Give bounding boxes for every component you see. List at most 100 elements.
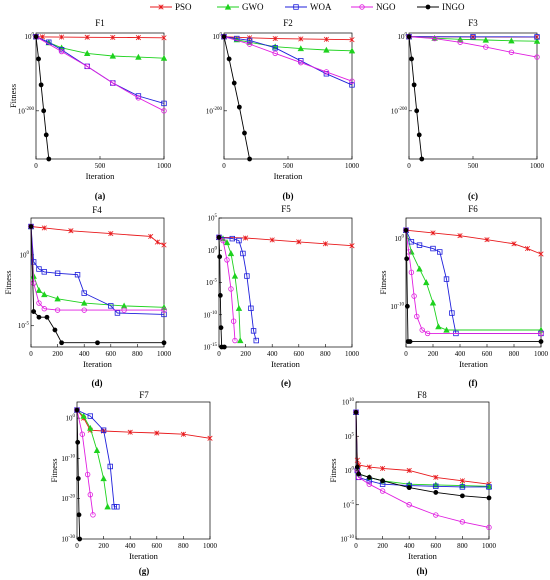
y-tick-label: 10-30 (61, 535, 75, 544)
series-line-ingo (223, 36, 251, 160)
x-tick-label: 1000 (345, 162, 360, 170)
data-point-pso (84, 34, 90, 40)
series-line-ngo (30, 226, 164, 311)
data-point-woa (250, 328, 257, 334)
data-point-ngo (349, 78, 355, 84)
data-point-woa (54, 270, 61, 276)
y-tick-label: 105 (208, 214, 218, 223)
data-point-gwo (80, 299, 88, 306)
data-point-ngo (84, 471, 91, 478)
series-line-woa (30, 226, 165, 315)
data-point-ingo (236, 104, 242, 110)
y-axis-label: Fitness (328, 458, 338, 482)
data-point-woa (443, 276, 450, 282)
series-line-ngo (35, 36, 165, 112)
data-point-gwo (408, 248, 415, 255)
data-point-ingo (404, 303, 410, 309)
data-point-pso (484, 237, 490, 243)
data-point-pso (269, 237, 275, 243)
legend-swatch (417, 4, 439, 10)
data-point-pso (366, 464, 372, 470)
data-point-ingo (44, 314, 50, 320)
plot-area (76, 401, 211, 540)
data-point-ingo (406, 34, 412, 40)
plot-area (35, 32, 165, 160)
data-point-woa (534, 34, 540, 40)
data-point-woa (161, 100, 167, 107)
legend-swatch (217, 3, 239, 10)
data-point-woa (114, 310, 121, 316)
data-point-ingo (216, 234, 222, 240)
y-tick-label: 10-5 (18, 322, 30, 331)
x-tick-label: 1000 (482, 542, 497, 550)
x-tick-label: 0 (407, 162, 411, 170)
data-point-ngo (538, 330, 544, 337)
data-point-ingo (77, 536, 83, 542)
data-point-gwo (508, 37, 515, 44)
y-tick-label: 10-10 (390, 302, 404, 311)
series-line-woa (405, 230, 541, 334)
series-line-ingo (405, 230, 541, 343)
data-point-pso (323, 36, 329, 42)
data-point-gwo (443, 326, 450, 333)
data-point-ingo (221, 344, 227, 350)
data-point-pso (59, 34, 65, 40)
panel-label: (c) (468, 191, 478, 201)
x-axis-label: Iteration (83, 359, 113, 369)
x-tick-label: 200 (98, 542, 109, 550)
data-point-woa (433, 483, 439, 489)
data-point-gwo (227, 250, 235, 257)
data-point-ingo (407, 339, 413, 344)
data-point-ingo (46, 156, 52, 162)
x-tick-label: 800 (320, 350, 331, 358)
data-point-pso (380, 465, 386, 472)
series-group (221, 33, 355, 162)
data-point-ingo (52, 327, 58, 333)
data-point-ingo (31, 309, 37, 314)
x-tick-label: 800 (132, 350, 143, 358)
data-point-ngo (58, 48, 65, 55)
data-point-ngo (508, 49, 515, 55)
chart-f6: F6 Iteration Fitness 0 200 400 600 800 1000 100 10… (378, 204, 549, 388)
data-point-ingo (38, 82, 44, 88)
data-point-pso (161, 35, 167, 41)
data-point-gwo (54, 295, 61, 302)
data-point-ingo (538, 339, 544, 344)
y-tick-label: 105 (345, 432, 355, 441)
data-point-pso (538, 251, 544, 257)
data-point-woa (244, 273, 250, 279)
data-point-gwo (423, 279, 430, 286)
x-axis-label: Iteration (129, 551, 159, 561)
data-point-woa (87, 413, 93, 419)
data-point-pso (127, 429, 133, 435)
x-tick-label: 400 (404, 542, 415, 550)
data-point-ngo (161, 108, 167, 114)
data-point-pso (511, 241, 517, 247)
panel-label: (h) (417, 566, 428, 576)
x-tick-label: 800 (178, 542, 189, 550)
data-point-pso (296, 239, 302, 245)
x-tick-label: 1000 (203, 542, 218, 550)
series-line-ingo (35, 36, 50, 160)
data-point-ingo (36, 56, 41, 62)
chart-title: F6 (468, 204, 478, 214)
data-point-ingo (76, 512, 82, 518)
x-tick-label: 0 (29, 350, 33, 358)
y-tick-label: 100 (213, 33, 223, 42)
series-line-pso (76, 409, 211, 439)
data-point-ngo (366, 481, 372, 487)
data-point-woa (240, 250, 246, 257)
y-tick-label: 10-10 (61, 454, 75, 463)
data-point-ingo (366, 474, 372, 480)
series-line-ngo (408, 36, 538, 58)
legend-swatch (351, 4, 373, 10)
data-point-woa (30, 259, 37, 265)
legend-marker-woa (293, 4, 299, 10)
legend-marker-pso (158, 4, 164, 10)
data-point-woa (430, 245, 436, 252)
data-point-ngo (457, 39, 463, 45)
data-point-pso (207, 435, 213, 441)
chart-f1: F1 Iteration Fitness 0 500 1000 100 10-200 (a) (8, 18, 172, 201)
data-point-pso (110, 34, 116, 41)
series-group (28, 223, 167, 346)
